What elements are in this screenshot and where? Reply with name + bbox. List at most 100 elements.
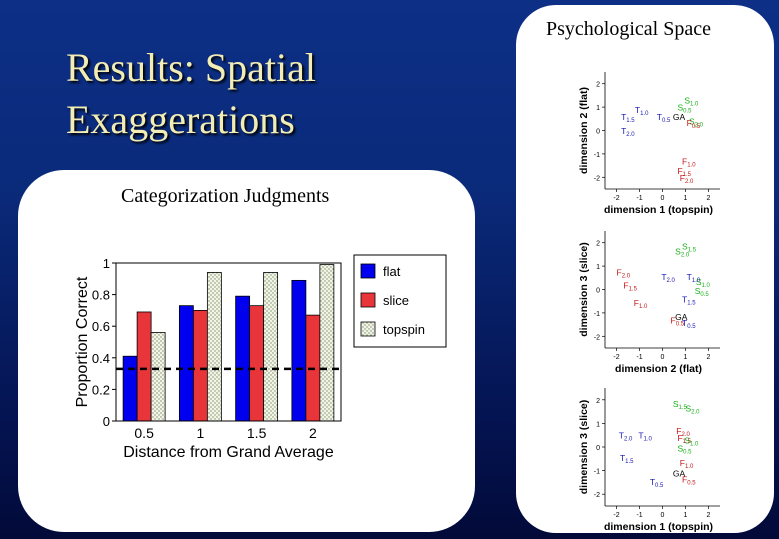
bar-topspin-1	[206, 272, 222, 422]
x-tick-label: -2	[613, 354, 619, 361]
y-tick-label: 1	[596, 105, 600, 112]
bar-flat-1.5	[235, 295, 251, 422]
y-tick-label: -2	[594, 334, 600, 341]
bar-plot-area: 0.5 1 1.5 2 0 0.2 0.4 0.6 0.8 1 Distance from Gran…	[74, 256, 342, 461]
x-tick-label: -1	[636, 512, 642, 519]
x-tick-label: 2	[309, 425, 317, 441]
point-F-1.0: F1.0	[682, 156, 696, 168]
x-tick-label: 2	[707, 512, 711, 519]
x-tick-label: -2	[613, 195, 619, 202]
y-tick-label: 0.8	[92, 288, 110, 303]
point-S-2.0: S2.0	[689, 117, 704, 129]
bar-flat-1	[178, 305, 194, 422]
x-tick-label: 0	[661, 512, 665, 519]
scatter-plot-2: -2 -1 0 1 2 2 1 0 -1 -2 dimension 2 (flat) dimensio…	[578, 231, 720, 375]
x-tick-label: -1	[636, 195, 642, 202]
y-tick-label: 1	[596, 264, 600, 271]
legend-swatch-topspin	[360, 321, 376, 337]
y-tick-label: -2	[594, 175, 600, 182]
x-tick-label: -2	[613, 512, 619, 519]
bar-slice-1.5	[249, 305, 265, 422]
legend-swatch-flat	[360, 263, 376, 279]
point-T-1.0: T1.0	[635, 105, 649, 117]
point-T-1.5: T1.5	[620, 453, 634, 465]
point-T-2.0: T2.0	[621, 126, 635, 138]
point-S-1.0: S1.0	[684, 96, 699, 108]
slide-title: Results: Spatial Exaggerations	[66, 42, 466, 146]
point-T-1.0: T1.0	[687, 272, 701, 284]
point-T-0.5: T0.5	[657, 112, 671, 124]
y-axis-label: Proportion Correct	[74, 276, 91, 407]
point-GA: GA	[673, 469, 686, 479]
scatter-plot-3: -2 -1 0 1 2 2 1 0 -1 -2 dimension 1 (topspin) dimen…	[578, 388, 720, 533]
point-S-2.0: S2.0	[686, 404, 701, 416]
bar-legend: flat slice topspin	[353, 254, 447, 348]
y-tick-label: -1	[594, 469, 600, 476]
scatter-plot-1: -2 -1 0 1 2 2 1 0 -1 -2 dimension 1 (topspin) dimen…	[578, 72, 720, 216]
bar-slice-1	[192, 309, 208, 422]
legend-swatch-slice	[360, 292, 376, 308]
slide-title-line-2: Exaggerations	[66, 97, 295, 142]
slide-title-line-1: Results: Spatial	[66, 45, 316, 90]
y-tick-label: 0.4	[92, 351, 110, 366]
legend-label-flat: flat	[383, 264, 401, 279]
y-tick-label: 2	[596, 82, 600, 89]
y-tick-label: 2	[596, 241, 600, 248]
y-tick-label: 1	[596, 421, 600, 428]
categorization-panel: Categorization Judgments 0.5 1 1.5 2 0 0.2 0.4…	[18, 170, 475, 532]
y-tick-label: 0	[596, 129, 600, 136]
legend-label-slice: slice	[383, 293, 409, 308]
x-tick-label: 0.5	[134, 425, 154, 441]
x-axis-label: dimension 1 (topspin)	[604, 204, 713, 216]
bar-topspin-0.5	[150, 332, 166, 422]
x-axis-label: dimension 2 (flat)	[615, 363, 702, 375]
x-tick-label: 1	[684, 354, 688, 361]
categorization-panel-title: Categorization Judgments	[121, 185, 330, 207]
point-S-1.0: S1.0	[684, 435, 699, 447]
bar-flat-2	[291, 279, 307, 422]
x-tick-label: 0	[661, 195, 665, 202]
x-tick-label: 1.5	[247, 425, 267, 441]
x-tick-label: 1	[684, 512, 688, 519]
point-T-1.5: T1.5	[621, 112, 635, 124]
point-T-2.0: T2.0	[661, 272, 675, 284]
point-F-1.5: F1.5	[623, 280, 637, 292]
x-tick-label: 0	[661, 354, 665, 361]
x-tick-label: 2	[707, 354, 711, 361]
x-tick-label: 2	[707, 195, 711, 202]
psych-space-panel: Psychological Space -2 -1 0 1 2 2 1 0 -1 -2 dimens…	[516, 5, 774, 533]
legend-label-topspin: topspin	[383, 322, 425, 337]
x-axis-label: Distance from Grand Average	[123, 444, 334, 461]
y-tick-label: 0.2	[92, 382, 110, 397]
x-tick-label: -1	[636, 354, 642, 361]
point-T-0.5: T0.5	[650, 477, 664, 489]
y-tick-label: -1	[594, 152, 600, 159]
point-F-1.0: F1.0	[634, 298, 648, 310]
x-tick-label: 1	[196, 425, 204, 441]
point-T-1.0: T1.0	[638, 431, 652, 443]
bar-flat-0.5	[122, 355, 138, 422]
bar-topspin-2	[319, 264, 335, 422]
y-tick-label: 0	[596, 445, 600, 452]
point-F-2.0: F2.0	[617, 267, 631, 279]
bar-topspin-1.5	[263, 272, 279, 422]
y-tick-label: 0	[596, 288, 600, 295]
bar-slice-0.5	[136, 311, 152, 422]
point-GA: GA	[675, 312, 688, 322]
psych-space-panel-title: Psychological Space	[546, 18, 711, 40]
plot-frame	[115, 262, 342, 422]
bar-chart: 0.5 1 1.5 2 0 0.2 0.4 0.6 0.8 1 Distance from Gran…	[74, 254, 447, 461]
y-axis-label: dimension 2 (flat)	[578, 87, 590, 174]
scatter-charts: -2 -1 0 1 2 2 1 0 -1 -2 dimension 1 (topspin) dimen…	[578, 72, 720, 533]
y-tick-label: -2	[594, 492, 600, 499]
point-T-2.0: T2.0	[619, 431, 633, 443]
x-axis-label: dimension 1 (topspin)	[604, 521, 713, 533]
x-tick-label: 1	[684, 195, 688, 202]
y-axis-label: dimension 3 (slice)	[578, 400, 590, 495]
y-tick-label: 0	[103, 414, 110, 429]
point-GA: GA	[673, 112, 686, 122]
y-tick-label: 2	[596, 398, 600, 405]
y-tick-label: 1	[103, 256, 110, 271]
y-tick-label: -1	[594, 311, 600, 318]
y-tick-label: 0.6	[92, 319, 110, 334]
